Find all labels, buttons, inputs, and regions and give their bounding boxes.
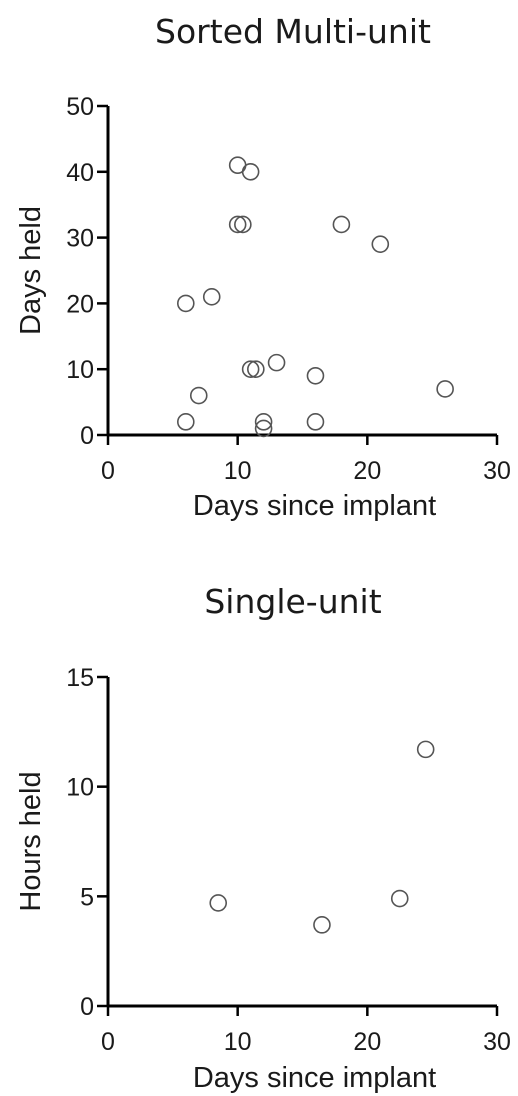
multi-unit-data-point (306, 366, 325, 385)
single-unit-x-tick-label: 30 (483, 1028, 511, 1056)
multi-unit-data-point (254, 413, 273, 431)
multi-unit-x-tick-label: 0 (101, 457, 115, 485)
multi-unit-data-point (436, 380, 454, 398)
single-unit-data-point (313, 916, 331, 934)
multi-unit-y-tick-label: 0 (80, 422, 94, 450)
single-unit-data-point (390, 889, 409, 908)
multi-unit-y-tick-label: 10 (66, 356, 94, 384)
single-unit-y-tick-label: 0 (80, 993, 94, 1021)
single-unit-x-tick-label: 10 (224, 1028, 252, 1056)
multi-unit-x-tick-label: 10 (224, 457, 252, 485)
multi-unit-y-tick-label: 30 (66, 225, 94, 253)
single-unit-y-axis-label: Hours held (15, 771, 47, 911)
multi-unit-data-point (267, 353, 286, 372)
multi-unit-data-point (202, 288, 221, 306)
multi-unit-y-tick-label: 20 (66, 290, 94, 318)
multi-unit-data-point (371, 235, 390, 253)
multi-unit-data-point (177, 413, 195, 431)
single-unit-data-point (416, 740, 435, 759)
multi-unit-data-point (234, 215, 252, 234)
multi-unit-y-tick-label: 40 (66, 159, 94, 187)
single-unit-data-point (209, 894, 228, 912)
multi-unit-data-point (306, 413, 325, 431)
multi-unit-y-tick-label: 50 (66, 93, 94, 121)
multi-unit-data-point (228, 215, 247, 234)
single-unit-y-tick-label: 15 (66, 664, 94, 692)
single-unit-y-tick-label: 5 (80, 883, 94, 911)
multi-unit-data-point (332, 215, 351, 234)
single-unit-x-axis-label: Days since implant (193, 1062, 436, 1094)
multi-unit-data-point (241, 163, 260, 181)
multi-unit-x-axis-label: Days since implant (193, 490, 436, 522)
multi-unit-data-point (247, 360, 265, 379)
single-unit-x-tick-label: 20 (353, 1028, 381, 1056)
single-unit-scatter-plot: Single-unit 0 10 20 30 0 5 10 15 Days since impla… (15, 582, 511, 1094)
multi-unit-data-point (189, 386, 208, 405)
multi-unit-y-axis-label: Days held (15, 206, 47, 335)
multi-unit-chart-title: Sorted Multi-unit (155, 12, 431, 51)
multi-unit-data-point (177, 294, 195, 313)
single-unit-x-tick-label: 0 (101, 1028, 115, 1056)
multi-unit-data-point (241, 360, 260, 379)
multi-unit-x-tick-label: 20 (353, 457, 381, 485)
multi-unit-x-tick-label: 30 (483, 457, 511, 485)
single-unit-y-tick-label: 10 (66, 774, 94, 802)
multi-unit-scatter-plot: Sorted Multi-unit 0 10 20 30 0 10 20 30 40 50 Days … (15, 12, 511, 522)
multi-unit-data-point (254, 419, 273, 438)
single-unit-chart-title: Single-unit (204, 582, 381, 621)
